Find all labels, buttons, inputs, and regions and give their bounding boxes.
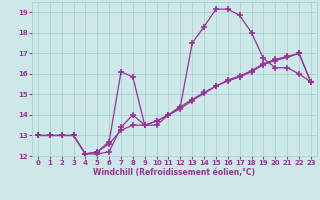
X-axis label: Windchill (Refroidissement éolien,°C): Windchill (Refroidissement éolien,°C) [93,168,255,177]
